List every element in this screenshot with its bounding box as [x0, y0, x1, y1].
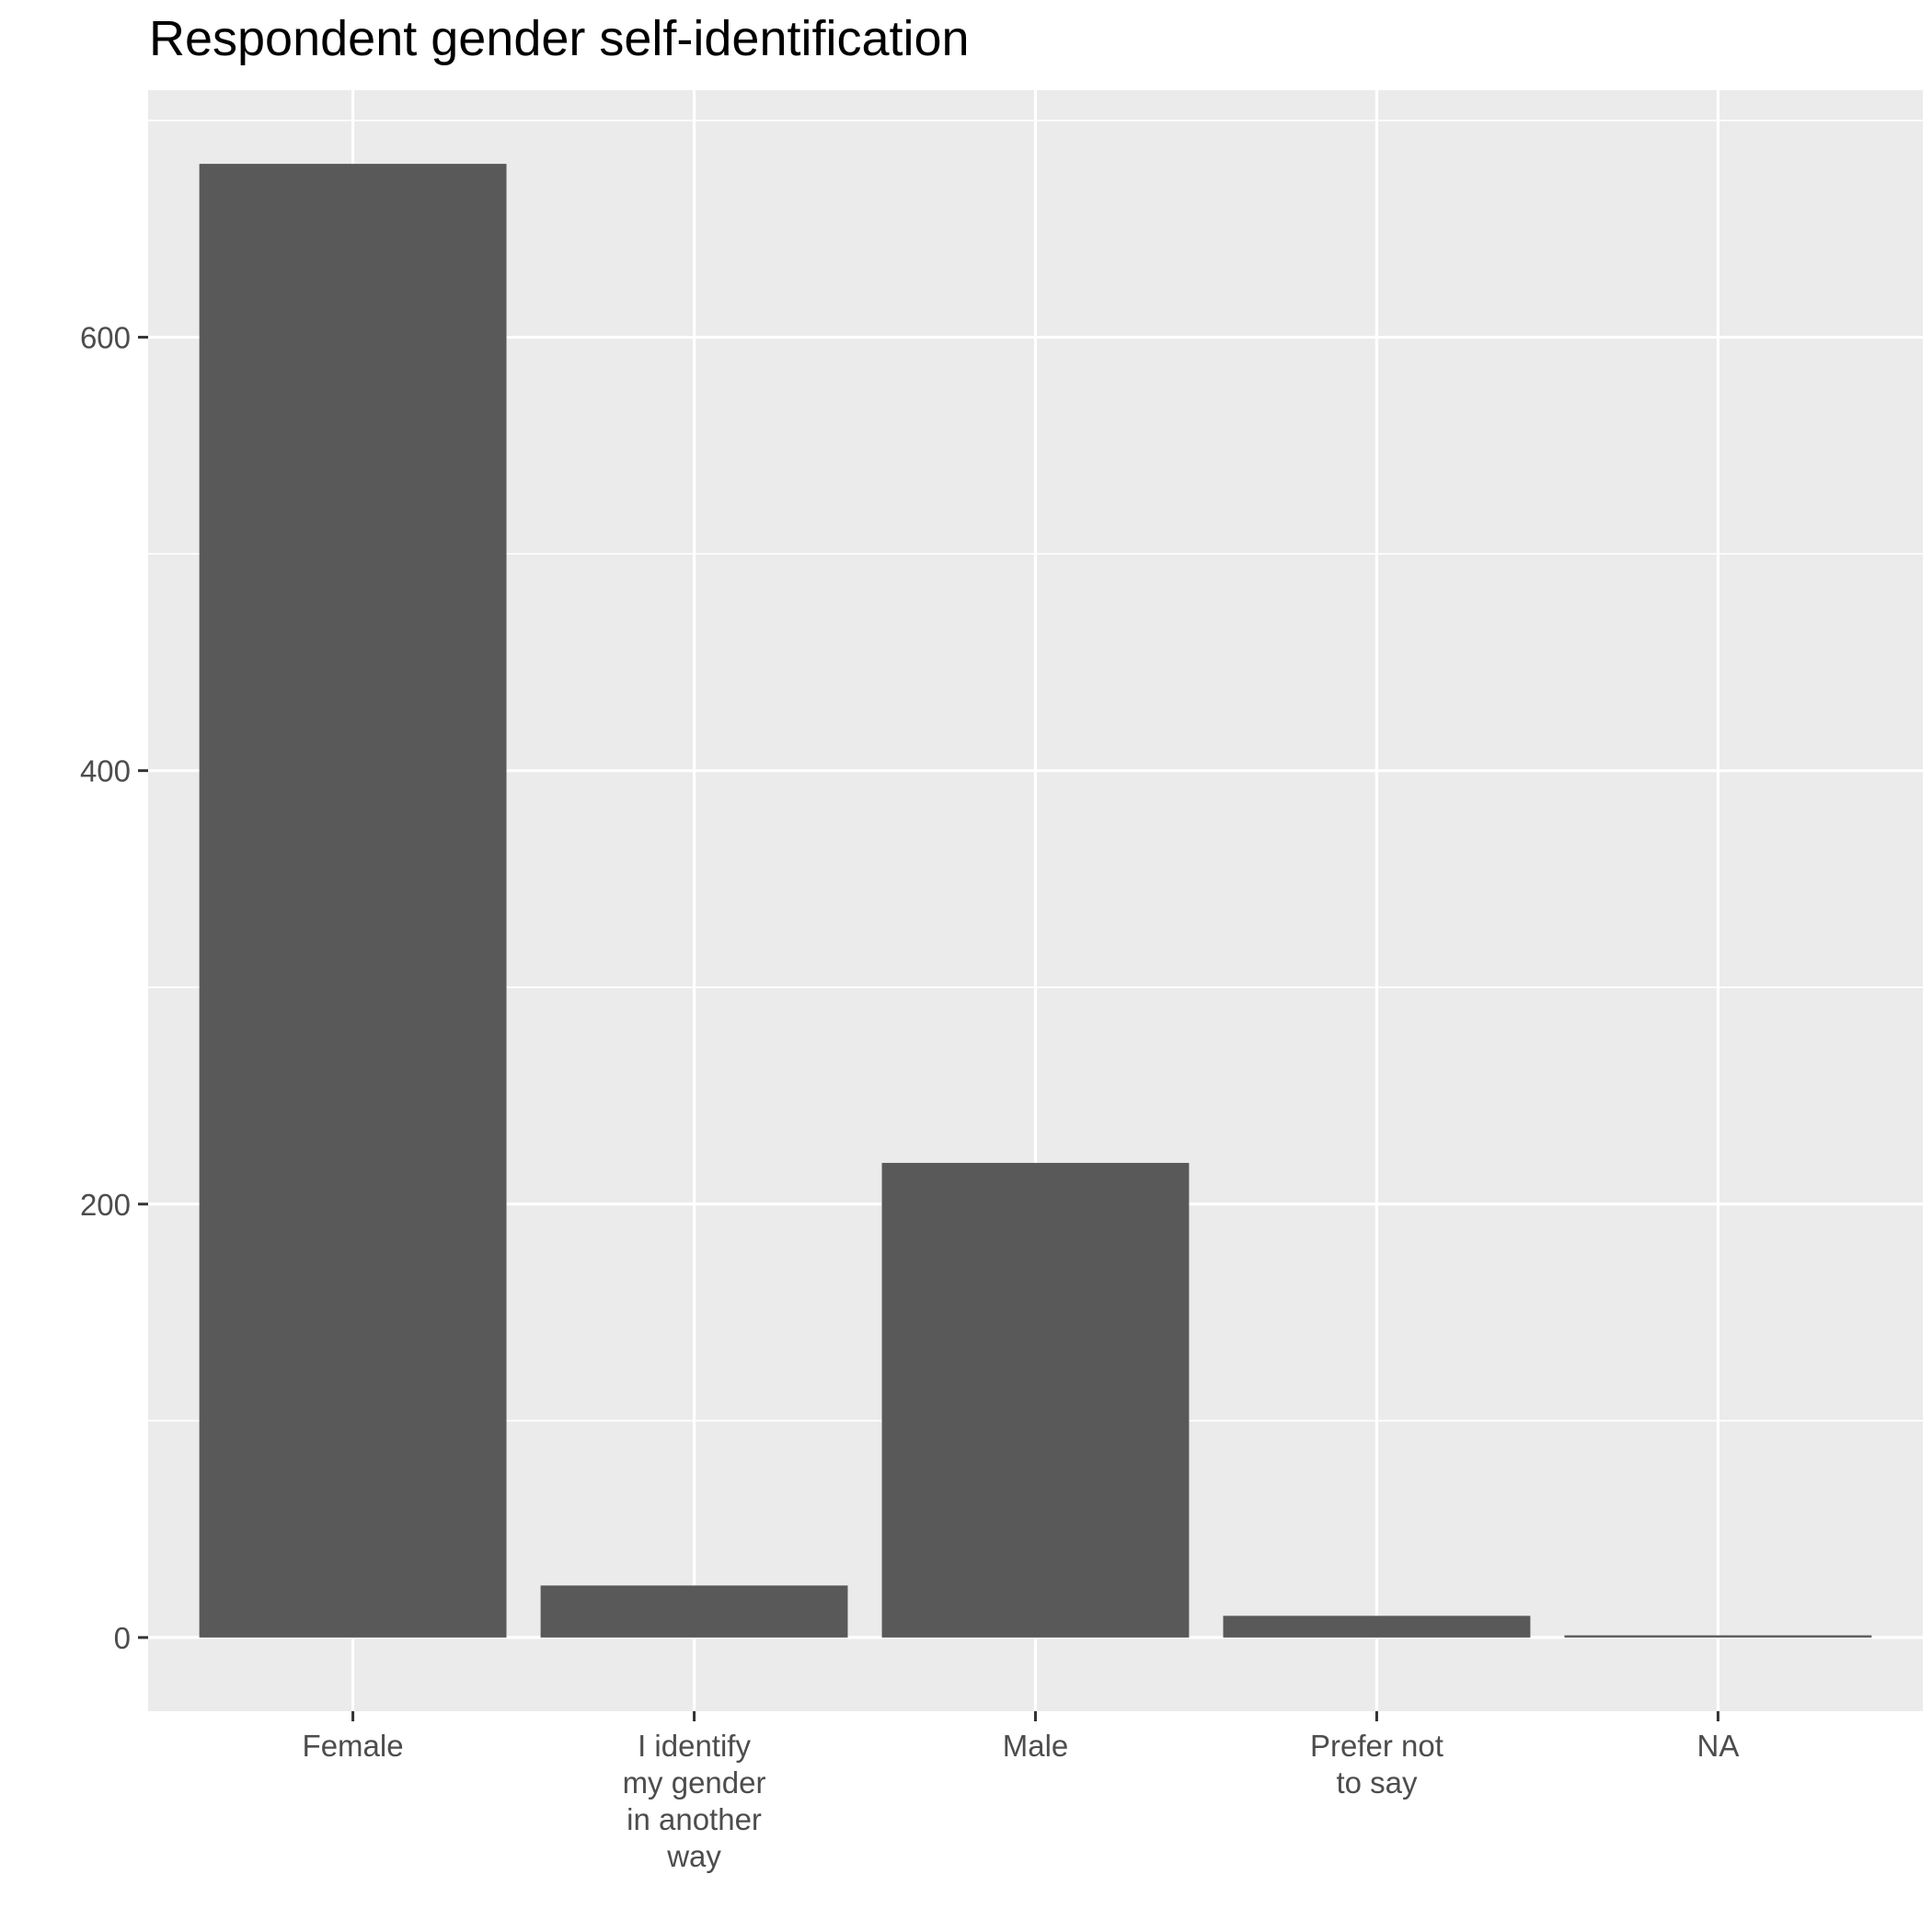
- bar: [199, 164, 507, 1638]
- y-axis: 0 200 400 600: [80, 321, 148, 1655]
- x-tick-label-line: NA: [1697, 1729, 1740, 1763]
- bar: [1564, 1635, 1872, 1638]
- x-tick-label-line: Female: [303, 1729, 404, 1763]
- x-tick-label-line: in another: [627, 1802, 762, 1836]
- x-tick-label-line: Male: [1003, 1729, 1069, 1763]
- bar: [1223, 1616, 1531, 1638]
- x-tick-label-line: Prefer not: [1310, 1729, 1443, 1763]
- bars: [199, 164, 1872, 1638]
- y-tick-label: 200: [80, 1188, 131, 1222]
- x-axis: Female I identify my gender in another way Ma…: [303, 1711, 1740, 1873]
- x-tick-label: Prefer not to say: [1310, 1729, 1443, 1800]
- y-tick-label: 0: [114, 1621, 131, 1655]
- x-tick-label: Male: [1003, 1729, 1069, 1763]
- x-tick-label-line: to say: [1336, 1765, 1418, 1800]
- bar: [540, 1585, 848, 1638]
- y-tick-label: 600: [80, 321, 131, 355]
- y-tick-label: 400: [80, 754, 131, 788]
- bar: [881, 1163, 1190, 1638]
- x-tick-label: Female: [303, 1729, 404, 1763]
- chart-title: Respondent gender self-identification: [149, 11, 970, 66]
- x-tick-label-line: my gender: [623, 1765, 766, 1800]
- x-tick-label: I identify my gender in another way: [623, 1729, 766, 1873]
- x-tick-label-line: way: [666, 1839, 721, 1873]
- x-tick-label-line: I identify: [638, 1729, 751, 1763]
- x-tick-label: NA: [1697, 1729, 1740, 1763]
